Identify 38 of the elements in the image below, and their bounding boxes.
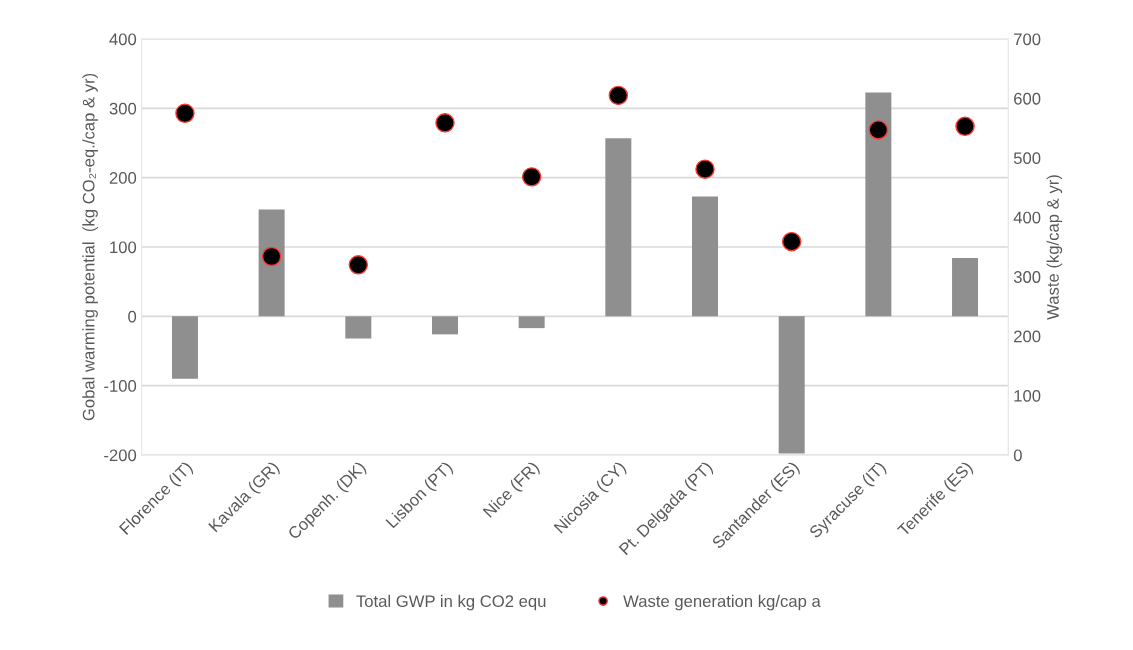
point (261, 246, 282, 267)
y2-tick-label: 300 (1013, 271, 1041, 283)
point (348, 255, 369, 275)
y-tick-label: 200 (109, 172, 137, 184)
bar (171, 316, 198, 379)
bar (605, 138, 632, 317)
bar (431, 316, 458, 335)
y-tick-label: -200 (104, 449, 137, 462)
y2-tick-label: 100 (1014, 389, 1041, 402)
y-tick-label: 300 (109, 102, 137, 115)
y2-tick-label: 600 (1014, 92, 1041, 105)
y2-tick-label: 400 (1013, 211, 1041, 224)
y2-tick-label: 700 (1014, 33, 1041, 46)
point (521, 167, 542, 187)
y2-tick-label: 200 (1014, 330, 1041, 343)
y-tick-label: -100 (104, 380, 137, 392)
point (435, 113, 455, 133)
y-tick-label: 100 (110, 241, 137, 254)
point (608, 85, 629, 106)
legend-label: Waste generation kg/cap a (623, 594, 821, 611)
point (955, 116, 975, 137)
y-axis-title: Gobal warming potential (kg CO₂-eq./cap & yr) (82, 73, 98, 421)
legend-label: Total GWP in kg CO2 equ (356, 594, 546, 611)
y2-tick-label: 0 (1013, 449, 1022, 462)
bar (778, 316, 805, 454)
bar (345, 316, 372, 339)
bar (865, 92, 892, 317)
y-tick-label: 400 (109, 33, 137, 46)
bar (952, 258, 979, 317)
point (868, 120, 889, 140)
point (695, 159, 715, 179)
y2-axis-title: Waste (kg/cap & yr) (1046, 175, 1063, 320)
y2-tick-label: 500 (1013, 152, 1041, 165)
bar (518, 316, 545, 329)
point (175, 103, 195, 124)
point (781, 231, 802, 252)
bar (692, 196, 719, 317)
y-tick-label: 0 (128, 310, 137, 323)
